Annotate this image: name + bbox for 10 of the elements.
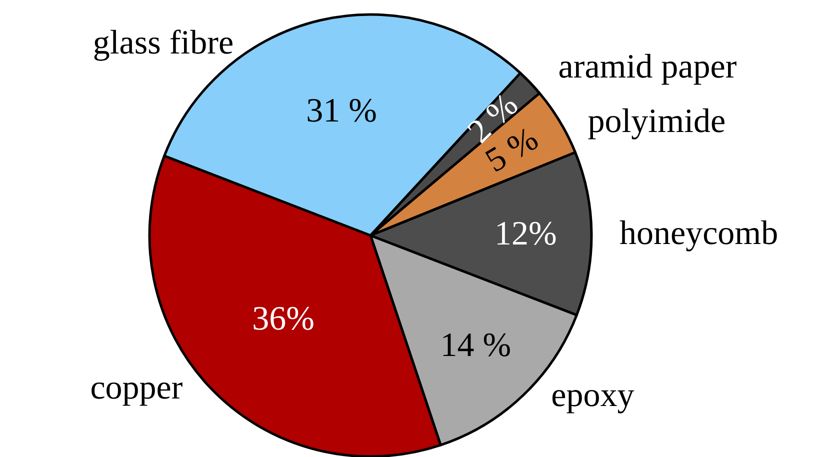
data-label: 12%	[494, 216, 557, 253]
slice-label: honeycomb	[619, 215, 778, 252]
data-label: 14 %	[440, 327, 512, 364]
data-label: 31 %	[306, 92, 377, 130]
data-label: 36%	[252, 300, 314, 338]
slice-label: epoxy	[551, 376, 634, 414]
slice-label: aramid paper	[558, 48, 738, 86]
slice-label: polyimide	[588, 102, 726, 140]
slice-label: copper	[90, 370, 184, 407]
slice-label: glass fibre	[92, 24, 234, 62]
